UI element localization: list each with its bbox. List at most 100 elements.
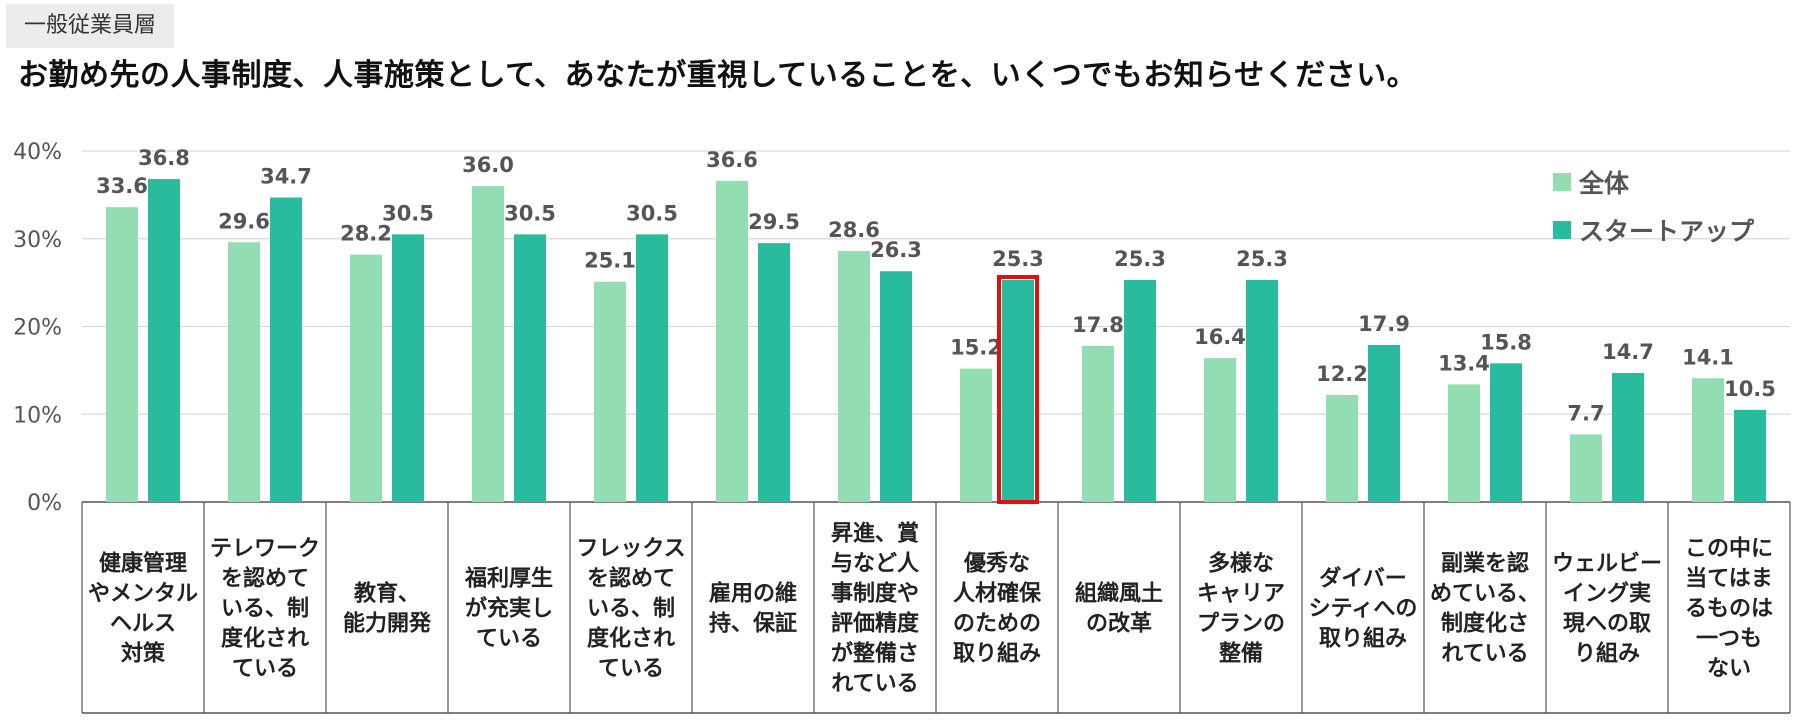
legend-label-startup: スタートアップ <box>1579 217 1755 246</box>
data-label: 16.4 <box>1194 325 1246 349</box>
category-label: テレワークを認めている、制度化されている <box>210 537 320 682</box>
category-label-line: いる、制 <box>221 597 309 622</box>
category-label-line: 人材確保 <box>953 581 1042 607</box>
data-label: 15.8 <box>1480 330 1532 354</box>
y-tick-label: 30% <box>13 228 62 253</box>
category-label: フレックスを認めている、制度化されている <box>576 537 685 682</box>
category-label-line: ない <box>1707 657 1751 682</box>
category-label-line: やメンタル <box>88 582 198 607</box>
category-label-line: 副業を認 <box>1441 551 1529 577</box>
bar-all <box>594 281 626 502</box>
category-label-line: ている <box>598 657 664 682</box>
bar-startup <box>1734 409 1766 502</box>
data-label: 25.1 <box>584 249 636 273</box>
category-label-line: シティへの <box>1309 597 1418 622</box>
category-label: 多様なキャリアプランの整備 <box>1197 551 1285 667</box>
category-label: 福利厚生が充実している <box>464 567 553 652</box>
bar-all <box>472 186 504 502</box>
data-label: 25.3 <box>992 247 1044 271</box>
segment-tag: 一般従業員層 <box>6 4 175 48</box>
category-label-line: めている、 <box>1430 582 1540 607</box>
bar-startup <box>1246 279 1278 502</box>
bar-startup <box>1124 279 1156 502</box>
data-label: 36.6 <box>706 148 758 172</box>
category-label: 健康管理やメンタルヘルス対策 <box>88 551 198 667</box>
category-label-line: ヘルス <box>110 612 176 637</box>
data-label: 7.7 <box>1567 401 1604 425</box>
category-label-line: テレワーク <box>210 537 320 562</box>
category-label-line: 現への取 <box>1563 612 1651 637</box>
bar-all <box>1570 434 1602 502</box>
category-label-line: れている <box>831 672 918 697</box>
category-label-line: プランの <box>1197 612 1285 637</box>
data-label: 30.5 <box>626 201 678 225</box>
category-label: 昇進、賞与など人事制度や評価精度が整備されている <box>831 521 920 697</box>
category-label-line: ている <box>476 627 542 652</box>
bar-all <box>960 368 992 502</box>
bar-all <box>1448 384 1480 502</box>
category-label-line: れている <box>1441 642 1528 667</box>
category-label-line: ダイバー <box>1319 566 1407 592</box>
category-label-line: 対策 <box>121 641 166 667</box>
category-label-line: フレックス <box>576 537 685 562</box>
category-label-line: が整備さ <box>831 641 919 667</box>
category-label-line: 度化され <box>221 626 309 652</box>
category-label-line: キャリア <box>1197 582 1285 607</box>
legend-item-startup: スタートアップ <box>1553 206 1754 254</box>
data-label: 13.4 <box>1438 351 1490 375</box>
bar-startup <box>880 271 912 502</box>
legend-swatch-startup <box>1553 221 1571 239</box>
bar-startup <box>636 234 668 503</box>
category-label: 教育、能力開発 <box>343 581 432 637</box>
data-label: 10.5 <box>1724 377 1776 401</box>
category-label-line: 評価精度 <box>831 611 920 637</box>
category-label-line: 昇進、賞 <box>831 521 919 547</box>
category-label: 副業を認めている、制度化されている <box>1430 551 1540 667</box>
data-label: 36.8 <box>138 146 190 170</box>
legend-swatch-all <box>1553 173 1571 191</box>
category-label: 雇用の維持、保証 <box>709 581 797 637</box>
category-label-line: 多様な <box>1208 551 1274 577</box>
category-label-line: ウェルビー <box>1552 552 1662 577</box>
data-label: 14.7 <box>1602 340 1654 364</box>
category-label-line: り組み <box>1574 641 1640 667</box>
category-label-line: の改革 <box>1086 611 1152 637</box>
bar-startup <box>1002 279 1034 502</box>
category-label-line: 取り組み <box>953 641 1041 667</box>
category-label: ウェルビーイング実現への取り組み <box>1552 552 1662 667</box>
data-label: 30.5 <box>382 201 434 225</box>
category-label-line: 持、保証 <box>709 611 797 637</box>
category-label: 優秀な人材確保のための取り組み <box>953 552 1042 667</box>
category-label-line: いる、制 <box>587 597 675 622</box>
category-label-line: のための <box>953 612 1041 637</box>
category-label-line: 一つも <box>1696 627 1762 652</box>
question-title: お勤め先の人事制度、人事施策として、あなたが重視していることを、いくつでもお知ら… <box>18 58 1418 93</box>
data-label: 29.6 <box>218 209 270 233</box>
data-label: 17.8 <box>1072 313 1124 337</box>
category-label: この中に当てはまるものは一つもない <box>1685 537 1773 682</box>
y-tick-label: 10% <box>13 403 62 428</box>
y-tick-label: 0% <box>27 491 62 516</box>
category-label-line: この中に <box>1685 537 1773 562</box>
data-label: 26.3 <box>870 238 922 262</box>
data-label: 36.0 <box>462 153 514 177</box>
bar-all <box>1692 378 1724 502</box>
category-label-line: 制度化さ <box>1441 611 1529 637</box>
category-label-line: るものは <box>1685 597 1773 622</box>
bar-all <box>350 254 382 502</box>
bar-all <box>838 251 870 502</box>
bar-all <box>1082 345 1114 502</box>
category-label-line: 健康管理 <box>99 551 187 577</box>
category-label-line: 優秀な <box>963 552 1030 577</box>
bar-startup <box>758 243 790 502</box>
legend: 全体 スタートアップ <box>1553 158 1754 254</box>
category-label: 組織風土の改革 <box>1075 581 1163 637</box>
bar-all <box>228 242 260 502</box>
legend-item-all: 全体 <box>1553 158 1754 206</box>
category-label-line: 取り組み <box>1319 626 1407 652</box>
category-label-line: 組織風土 <box>1075 581 1163 607</box>
bar-all <box>1204 358 1236 502</box>
highlight-box <box>997 274 1039 504</box>
data-label: 15.2 <box>950 336 1002 360</box>
